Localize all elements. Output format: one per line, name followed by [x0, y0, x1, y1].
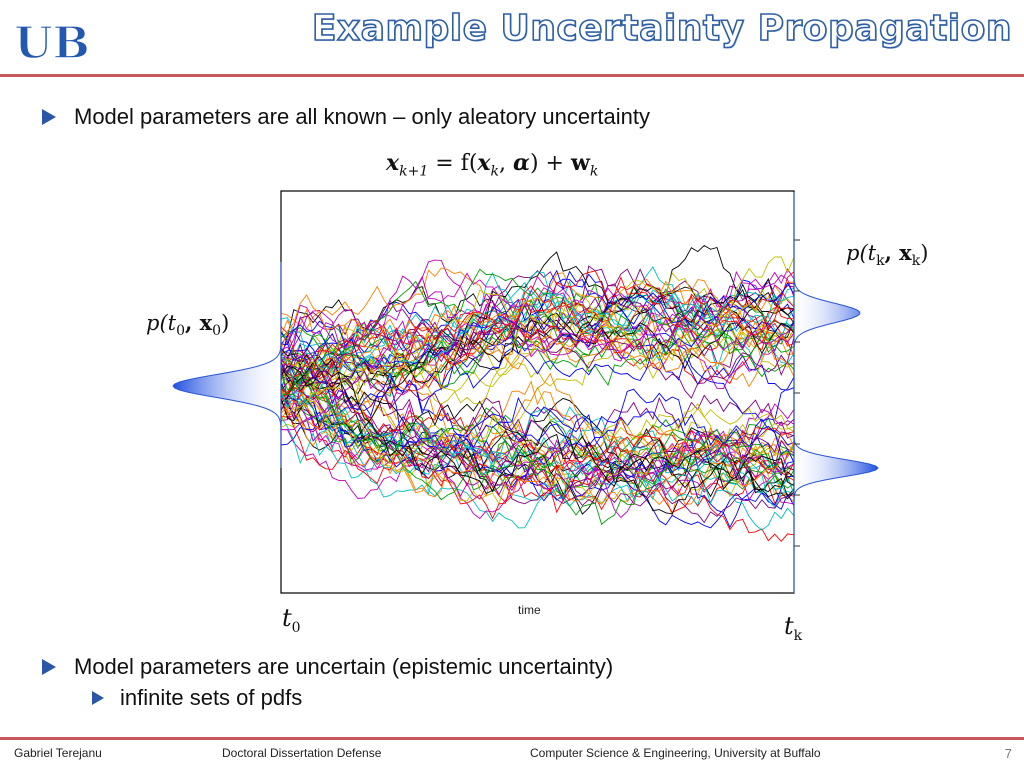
- trajectory-line: [281, 405, 794, 505]
- trajectory-line: [281, 372, 794, 466]
- trajectory-line: [281, 294, 794, 377]
- trajectory-line: [281, 326, 794, 542]
- t0-label: t0: [282, 604, 301, 636]
- trajectory-line: [281, 373, 794, 526]
- trajectory-line: [281, 301, 794, 431]
- trajectory-line: [281, 282, 794, 368]
- bullet-epistemic: Model parameters are uncertain (epistemi…: [42, 654, 613, 680]
- trajectory-line: [281, 347, 794, 498]
- trajectory-line: [281, 348, 794, 515]
- final-density-curve: [793, 192, 879, 594]
- trajectory-line: [281, 419, 794, 499]
- initial-pdf-label: p(t0, x0): [146, 310, 230, 340]
- sample-trajectories: [281, 244, 794, 542]
- trajectory-line: [281, 312, 794, 438]
- trajectory-line: [281, 356, 794, 480]
- trajectory-line: [281, 315, 794, 446]
- trajectory-line: [281, 356, 794, 498]
- trajectory-line: [281, 294, 794, 380]
- footer-divider: [0, 737, 1024, 740]
- initial-density-curve: [172, 262, 282, 468]
- trajectory-line: [281, 268, 794, 398]
- bullet-text: infinite sets of pdfs: [120, 685, 303, 710]
- trajectory-line: [281, 301, 794, 397]
- bullet-triangle-icon: [92, 691, 104, 705]
- trajectory-line: [281, 272, 794, 389]
- trajectory-line: [281, 363, 794, 492]
- bullet-text: Model parameters are all known – only al…: [74, 104, 650, 129]
- trajectory-line: [281, 296, 794, 380]
- trajectory-line: [281, 365, 794, 495]
- ub-logo: UB: [13, 18, 90, 64]
- x-axis-label: time: [518, 603, 541, 617]
- trajectory-line: [281, 355, 794, 515]
- header-divider: [0, 74, 1024, 77]
- footer-affiliation: Computer Science & Engineering, Universi…: [530, 746, 821, 760]
- dynamics-equation: xk+1 = f(xk, α) + wk: [386, 150, 599, 180]
- trajectory-line: [281, 271, 794, 405]
- svg-text:UB: UB: [14, 18, 90, 64]
- plot-frame: [280, 190, 795, 594]
- sub-bullet-pdfs: infinite sets of pdfs: [92, 685, 302, 711]
- slide-title: Example Uncertainty Propagation: [311, 7, 1012, 50]
- footer-event: Doctoral Dissertation Defense: [222, 746, 382, 760]
- trajectory-line: [281, 303, 794, 421]
- bullet-aleatory: Model parameters are all known – only al…: [42, 104, 650, 130]
- final-density-ticks: [794, 239, 800, 547]
- final-pdf-label: p(tk, xk): [846, 240, 929, 270]
- trajectory-line: [281, 251, 794, 403]
- trajectory-line: [281, 269, 794, 422]
- trajectory-line: [281, 401, 794, 520]
- footer-author: Gabriel Terejanu: [14, 746, 102, 760]
- bullet-triangle-icon: [42, 659, 56, 675]
- trajectory-line: [281, 387, 794, 485]
- trajectory-line: [281, 256, 794, 382]
- bullet-text: Model parameters are uncertain (epistemi…: [74, 654, 614, 679]
- trajectory-line: [281, 358, 794, 481]
- page-number: 7: [1004, 746, 1012, 761]
- bullet-triangle-icon: [42, 109, 56, 125]
- trajectory-line: [281, 391, 794, 531]
- trajectory-line: [281, 310, 794, 386]
- trajectory-line: [281, 288, 794, 423]
- tk-label: tk: [784, 612, 803, 644]
